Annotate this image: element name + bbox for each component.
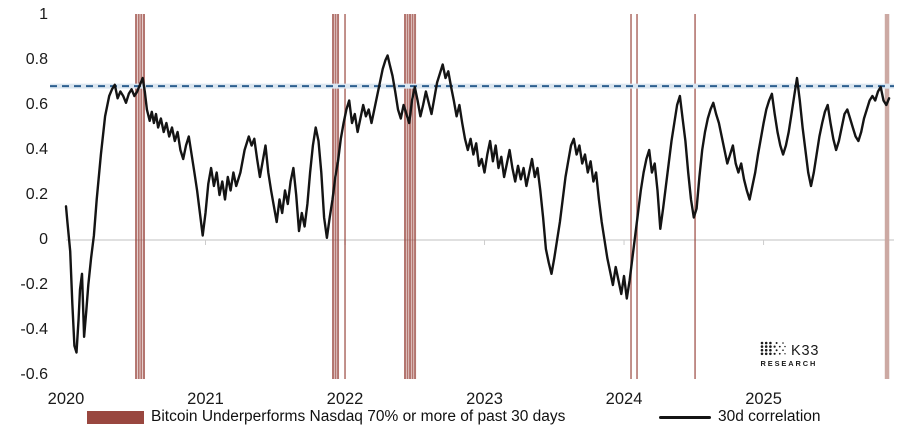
legend: Bitcoin Underperforms Nasdaq 70% or more… [0,405,914,431]
underperform-band [337,14,340,379]
underperform-band [344,14,346,379]
underperform-band [884,14,890,379]
line-swatch-icon [659,415,711,419]
underperform-band [334,14,337,379]
legend-line-label: 30d correlation [718,408,821,425]
k33-dots-icon [760,341,786,356]
y-axis-tick-label: 0.8 [25,51,48,68]
y-axis-tick-label: -0.4 [20,321,48,338]
legend-item-underperform-band: Bitcoin Underperforms Nasdaq 70% or more… [87,405,565,429]
underperform-band [406,14,409,379]
y-axis-tick-label: 0.6 [25,96,48,113]
y-axis-tick-label: 0.2 [25,186,48,203]
underperform-band [135,14,138,379]
correlation-line [64,54,891,354]
underperform-band [142,14,145,379]
y-axis-tick-label: -0.6 [20,366,48,383]
underperform-band [411,14,414,379]
x-axis-tick-label: 2022 [326,390,364,408]
x-axis-tick-label: 2020 [47,390,85,408]
x-axis-tick-label: 2021 [187,390,224,408]
underperform-band [694,14,696,379]
underperform-band [409,14,412,379]
underperform-band [414,14,417,379]
band-swatch-icon [87,410,144,424]
x-axis-tick-label: 2023 [466,390,503,408]
x-axis-tick-label: 2024 [605,390,643,408]
underperform-band [140,14,143,379]
legend-band-label: Bitcoin Underperforms Nasdaq 70% or more… [151,408,566,425]
underperform-band [636,14,638,379]
logo-subtext: RESEARCH [761,359,818,367]
underperform-band [137,14,140,379]
underperform-band [630,14,632,379]
k33-research-logo: K33 RESEARCH [760,341,819,367]
y-axis-tick-label: -0.2 [20,276,48,293]
x-axis-tick-label: 2025 [745,390,782,408]
y-axis-tick-label: 0.4 [25,141,48,158]
legend-item-30d-correlation: 30d correlation [659,405,821,429]
logo-text: K33 [791,343,819,359]
underperform-band [404,14,407,379]
y-axis-tick-label: 1 [39,6,48,23]
y-axis-tick-label: 0 [39,231,48,248]
